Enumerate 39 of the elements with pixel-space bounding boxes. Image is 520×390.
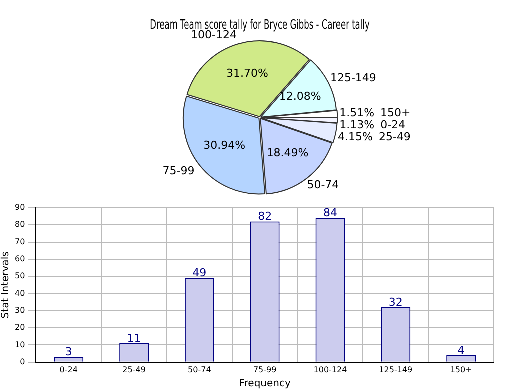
slice-label: 75-99: [162, 164, 195, 178]
data-label: 84: [323, 206, 338, 220]
x-tick-label: 125-149: [379, 365, 413, 374]
x-tick-label: 50-74: [188, 365, 212, 374]
y-tick-label: 60: [14, 254, 26, 264]
y-tick-label: 80: [14, 220, 26, 230]
y-tick-label: 90: [14, 203, 26, 212]
data-label: 32: [388, 296, 403, 309]
slice-label: 25-49: [378, 130, 411, 144]
data-label: 1.51%: [340, 106, 375, 120]
x-tick-label: 75-99: [253, 365, 277, 374]
y-tick-label: 50: [14, 272, 26, 281]
y-tick-label: 0: [20, 357, 26, 366]
x-axis-title: Frequency: [239, 378, 291, 390]
data-label: 31.70%: [226, 66, 268, 80]
data-label: 4: [458, 344, 465, 357]
data-label: 18.49%: [266, 146, 309, 160]
x-tick-label: 25-49: [122, 365, 146, 374]
x-tick-label: 100-124: [314, 365, 348, 374]
y-axis-title: Stat Intervals: [0, 252, 12, 319]
data-label: 12.08%: [279, 90, 322, 103]
slice-label: 150+: [380, 106, 411, 120]
data-label: 4.15%: [338, 130, 373, 144]
y-tick-label: 10: [14, 340, 26, 350]
slice-label: 125-149: [330, 72, 376, 85]
data-label: 11: [127, 332, 142, 345]
y-tick-label: 70: [14, 237, 26, 246]
slice-label: 50-74: [307, 178, 340, 192]
data-label: 3: [65, 346, 72, 359]
y-tick-label: 20: [14, 323, 26, 332]
x-tick-label: 0-24: [60, 365, 78, 374]
y-tick-label: 30: [14, 306, 26, 316]
slice-label: 0-24: [380, 118, 406, 132]
data-label: 49: [192, 266, 207, 280]
data-label: 82: [258, 210, 272, 224]
y-tick-label: 40: [14, 288, 26, 298]
data-label: 30.94%: [204, 139, 246, 152]
x-tick-label: 150+: [450, 365, 472, 374]
data-label: 1.13%: [340, 118, 375, 132]
